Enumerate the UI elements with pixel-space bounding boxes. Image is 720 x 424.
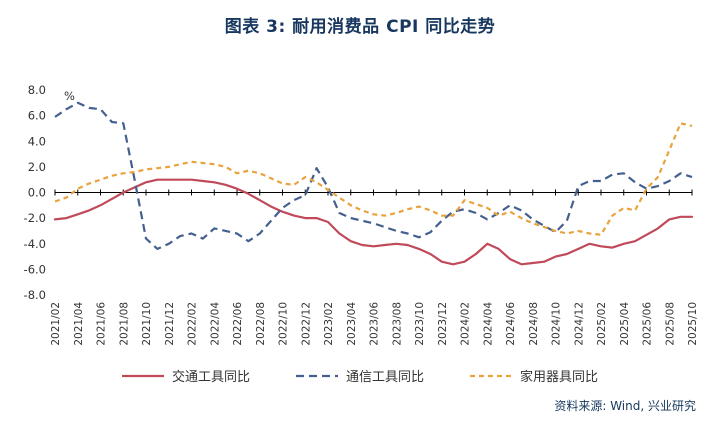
chart-title: 图表 3: 耐用消费品 CPI 同比走势 bbox=[224, 17, 496, 37]
x-axis-tick-label: 2023/08 bbox=[391, 302, 403, 346]
x-axis-tick-label: 2024/10 bbox=[551, 302, 563, 346]
source-note: 资料来源: Wind, 兴业研究 bbox=[554, 399, 696, 413]
x-axis-tick-label: 2023/06 bbox=[369, 302, 381, 346]
x-axis-tick-label: 2023/10 bbox=[414, 302, 426, 346]
y-axis-tick-label: 6.0 bbox=[28, 109, 46, 123]
legend-line-sample bbox=[470, 374, 512, 377]
x-axis-tick-label: 2022/06 bbox=[232, 302, 244, 346]
x-axis-tick-label: 2025/06 bbox=[642, 302, 654, 346]
y-axis-tick-label: -8.0 bbox=[24, 288, 46, 302]
x-axis-tick-label: 2024/04 bbox=[482, 302, 494, 346]
y-axis-tick-label: 4.0 bbox=[28, 134, 46, 148]
y-axis-unit-label: % bbox=[64, 89, 75, 103]
cpi-line-chart: 8.0 6.0 4.0 2.0 0.0 -2.0 -4.0 -6.0 -8.0% 2021/02 2… bbox=[24, 83, 699, 346]
x-axis-tick-label: 2025/04 bbox=[619, 302, 631, 346]
series-line bbox=[54, 122, 693, 236]
x-axis-tick-label: 2022/02 bbox=[187, 302, 199, 346]
legend-item: 家用器具同比 bbox=[470, 366, 598, 385]
y-axis-tick-label: -4.0 bbox=[24, 237, 46, 251]
legend-item: 交通工具同比 bbox=[121, 366, 250, 385]
x-axis-tick-label: 2021/04 bbox=[73, 302, 85, 346]
chart-area: 8.0 6.0 4.0 2.0 0.0 -2.0 -4.0 -6.0 -8.0% 2021/02 2… bbox=[0, 76, 720, 364]
y-axis-tick-label: -6.0 bbox=[24, 262, 46, 276]
x-axis-tick-label: 2023/12 bbox=[437, 302, 449, 346]
x-axis-tick-label: 2022/12 bbox=[300, 302, 312, 346]
x-axis-tick-label: 2022/04 bbox=[209, 302, 221, 346]
legend-label: 通信工具同比 bbox=[345, 370, 424, 385]
x-axis-tick-label: 2024/02 bbox=[460, 302, 472, 346]
legend-item: 通信工具同比 bbox=[295, 366, 424, 385]
legend-line-sample bbox=[295, 374, 338, 377]
x-axis-tick-label: 2025/08 bbox=[664, 302, 676, 346]
legend-label: 交通工具同比 bbox=[171, 370, 250, 385]
x-axis-tick-label: 2021/10 bbox=[141, 302, 153, 346]
x-axis-tick-label: 2021/06 bbox=[96, 302, 108, 346]
x-axis-tick-label: 2024/12 bbox=[573, 302, 585, 346]
x-axis-tick-label: 2022/08 bbox=[255, 302, 267, 346]
y-axis-tick-label: 0.0 bbox=[28, 186, 46, 200]
series-line bbox=[54, 101, 693, 250]
x-axis-tick-label: 2021/08 bbox=[118, 302, 130, 346]
x-axis-tick-label: 2025/10 bbox=[687, 302, 699, 346]
legend-label: 家用器具同比 bbox=[520, 370, 599, 385]
y-axis-tick-label: 2.0 bbox=[28, 160, 46, 174]
x-axis-tick-label: 2022/10 bbox=[278, 302, 290, 346]
y-axis-tick-label: 8.0 bbox=[28, 83, 46, 97]
y-axis-tick-label: -2.0 bbox=[24, 211, 46, 225]
legend-line-sample bbox=[121, 374, 164, 377]
x-axis-tick-label: 2024/06 bbox=[505, 302, 517, 346]
series-line bbox=[53, 178, 694, 266]
x-axis-tick-label: 2025/02 bbox=[596, 302, 608, 346]
x-axis-tick-label: 2021/12 bbox=[164, 302, 176, 346]
x-axis-tick-label: 2023/04 bbox=[346, 302, 358, 346]
x-axis-tick-label: 2024/08 bbox=[528, 302, 540, 346]
chart-legend: 交通工具同比 通信工具同比 家用器具同比 bbox=[0, 366, 720, 385]
x-axis-tick-label: 2021/02 bbox=[50, 302, 62, 346]
x-axis-tick-label: 2023/02 bbox=[323, 302, 335, 346]
